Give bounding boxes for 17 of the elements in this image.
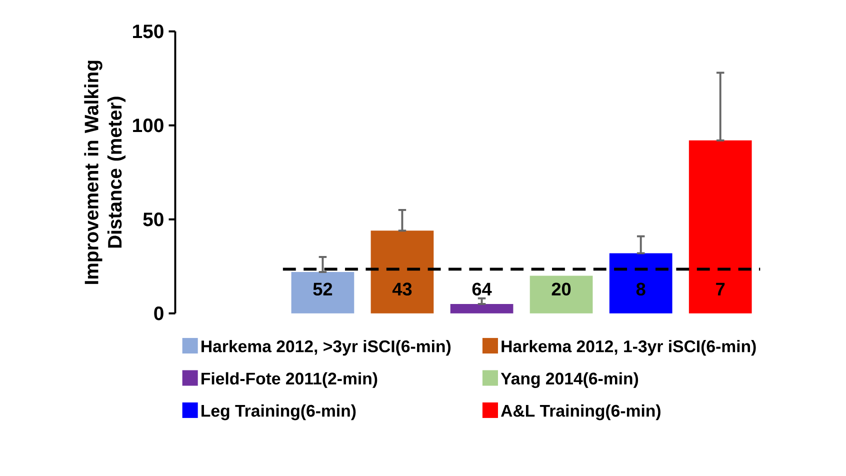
annotation: 52 (313, 282, 332, 296)
y-tick-label: 0 (154, 306, 164, 320)
y-tick-label: 150 (133, 24, 164, 38)
legend-label: Harkema 2012, >3yr iSCI(6-min) (202, 340, 451, 356)
legend-label: Harkema 2012, 1-3yr iSCI(6-min) (502, 340, 756, 356)
annotation: 7 (716, 282, 725, 296)
legend-label: Yang 2014(6-min) (500, 372, 638, 388)
annotation: 20 (552, 282, 571, 296)
y-tick-label: 50 (143, 212, 164, 226)
legend-label: Field-Fote 2011(2-min) (202, 372, 378, 388)
y-axis-title: Improvement in Walking Distance (meter) (84, 60, 126, 284)
annotation: 64 (472, 282, 492, 296)
legend-label: A&L Training(6-min) (501, 404, 660, 420)
legend-label: Leg Training(6-min) (202, 404, 356, 420)
annotation: 43 (392, 282, 412, 296)
annotation: 8 (636, 282, 646, 296)
y-tick-label: 100 (133, 118, 164, 132)
